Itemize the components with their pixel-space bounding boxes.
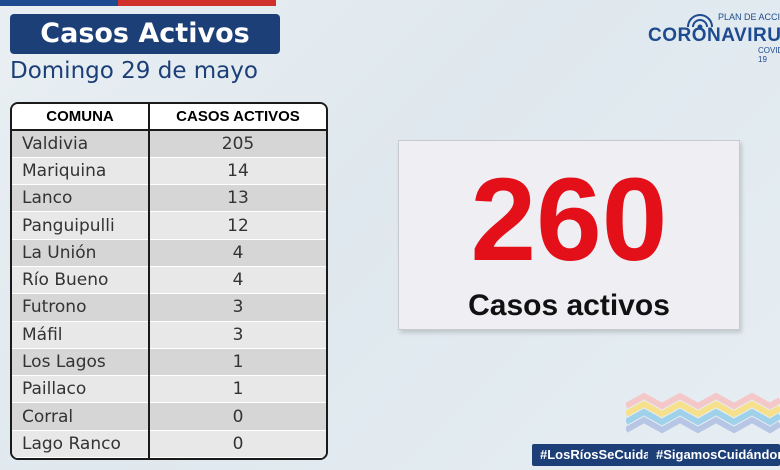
sun-emblem-icon <box>687 14 713 28</box>
date-subtitle: Domingo 29 de mayo <box>10 58 258 84</box>
table-row: Corral 0 <box>12 402 326 431</box>
logo-sub-text: COVID-19 <box>758 46 780 64</box>
casos-cell: 14 <box>149 157 326 186</box>
comuna-cell: La Unión <box>12 239 150 267</box>
top-color-stripes <box>0 0 276 10</box>
hashtag-losrios: #LosRíosSeCuida <box>532 444 659 466</box>
coronavirus-plan-logo: PLAN DE ACCIÓN CORONAVIRUS COVID-19 <box>640 8 780 64</box>
blue-stripe <box>0 0 118 6</box>
table-row: Los Lagos 1 <box>12 348 326 377</box>
logo-plan-text: PLAN DE ACCIÓN <box>718 12 780 22</box>
logo-main-text: CORONAVIRUS <box>648 25 780 46</box>
header-comuna: COMUNA <box>12 104 150 131</box>
comuna-cell: Mariquina <box>12 157 150 186</box>
table-row: Paillaco 1 <box>12 375 326 404</box>
comuna-cell: Los Lagos <box>12 348 150 377</box>
casos-cell: 1 <box>149 375 326 404</box>
table-row: Futrono 3 <box>12 293 326 322</box>
comuna-cell: Valdivia <box>12 130 150 158</box>
total-cases-card: 260 Casos activos <box>398 140 740 330</box>
table-row: Mariquina 14 <box>12 157 326 186</box>
total-cases-label: Casos activos <box>468 289 670 322</box>
header-casos-activos: CASOS ACTIVOS <box>149 104 326 131</box>
table-row: La Unión 4 <box>12 239 326 267</box>
casos-cell: 0 <box>149 430 326 458</box>
casos-cell: 12 <box>149 211 326 240</box>
table-row: Río Bueno 4 <box>12 266 326 295</box>
total-cases-number: 260 <box>470 154 668 286</box>
casos-cell: 3 <box>149 293 326 322</box>
comuna-cell: Lago Ranco <box>12 430 150 458</box>
comuna-cell: Río Bueno <box>12 266 150 295</box>
table-row: Lanco 13 <box>12 184 326 213</box>
casos-cell: 1 <box>149 348 326 377</box>
page-title: Casos Activos <box>10 14 280 54</box>
table-row: Valdivia 205 <box>12 130 326 158</box>
casos-cell: 4 <box>149 266 326 295</box>
comuna-cell: Lanco <box>12 184 150 213</box>
comuna-cell: Panguipulli <box>12 211 150 240</box>
casos-cell: 0 <box>149 402 326 431</box>
comuna-cell: Paillaco <box>12 375 150 404</box>
casos-cell: 205 <box>149 130 326 158</box>
table-row: Lago Ranco 0 <box>12 430 326 458</box>
cases-table: COMUNA CASOS ACTIVOS Valdivia 205 Mariqui… <box>10 102 328 460</box>
casos-cell: 3 <box>149 321 326 349</box>
comuna-cell: Corral <box>12 402 150 431</box>
comuna-cell: Futrono <box>12 293 150 322</box>
decorative-waves-icon <box>626 392 780 434</box>
table-row: Panguipulli 12 <box>12 211 326 240</box>
table-row: Máfil 3 <box>12 321 326 349</box>
hashtag-sigamos: #SigamosCuidándonos <box>648 444 780 466</box>
casos-cell: 13 <box>149 184 326 213</box>
casos-cell: 4 <box>149 239 326 267</box>
red-stripe <box>118 0 276 6</box>
comuna-cell: Máfil <box>12 321 150 349</box>
